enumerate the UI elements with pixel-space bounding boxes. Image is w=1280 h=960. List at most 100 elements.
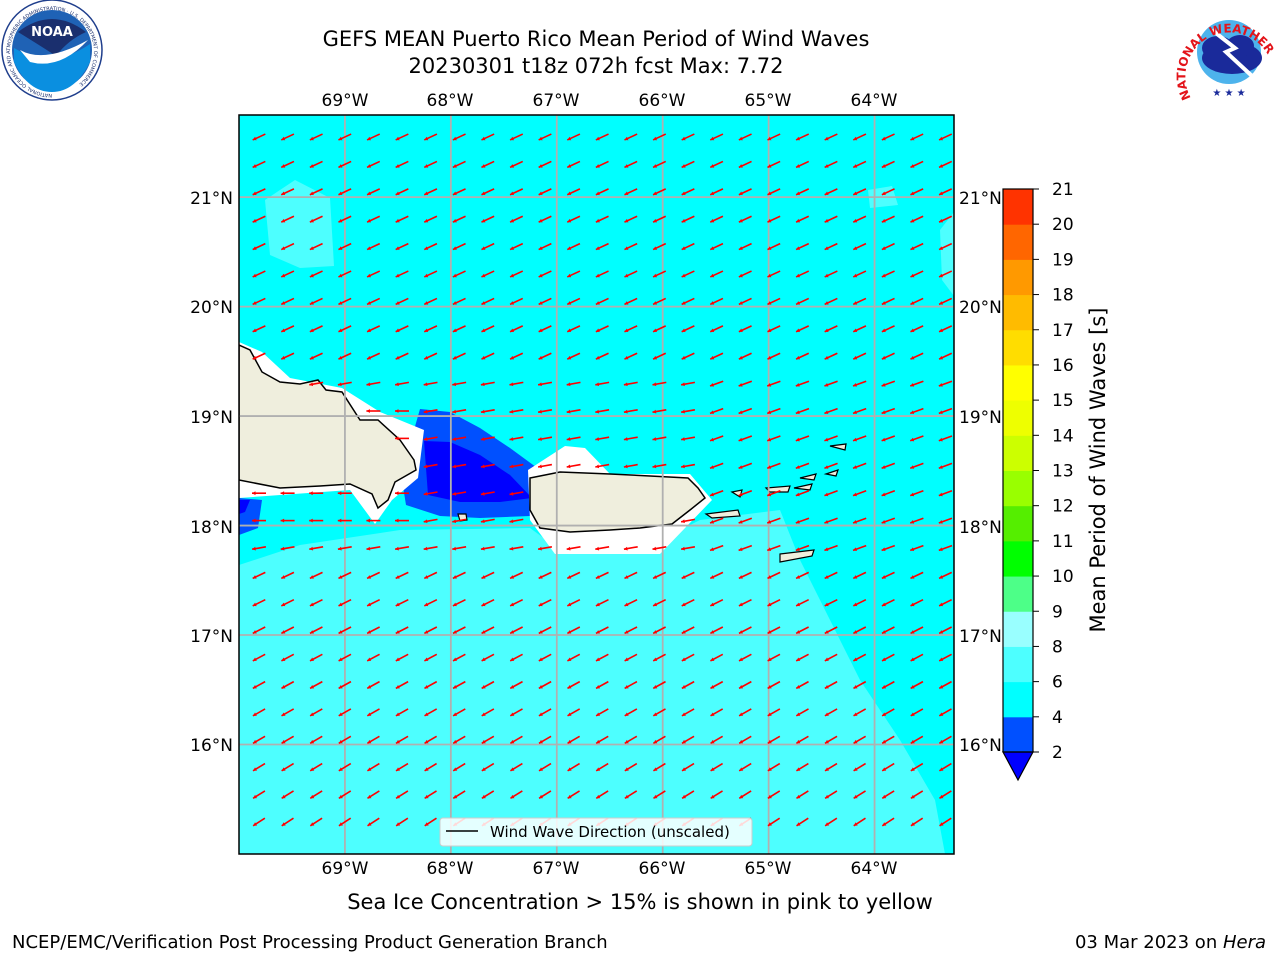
- wind-wave-arrow: [852, 133, 867, 141]
- wind-wave-arrow: [481, 598, 495, 607]
- wind-wave-arrow: [567, 708, 581, 717]
- wind-wave-arrow: [680, 408, 696, 414]
- wind-wave-arrow: [452, 215, 466, 223]
- land-hispaniola: [239, 344, 417, 510]
- wind-wave-arrow: [624, 325, 638, 333]
- wind-wave-arrow: [338, 598, 352, 607]
- wind-wave-arrow: [624, 762, 638, 772]
- wind-wave-arrow: [709, 407, 724, 415]
- wind-wave-arrow: [566, 381, 581, 387]
- wind-wave-arrow: [909, 407, 924, 415]
- wind-wave-arrow: [824, 462, 838, 469]
- wind-wave-arrow: [395, 598, 409, 607]
- colorbar-under-triangle: [1001, 751, 1035, 782]
- wind-wave-arrow: [738, 188, 752, 196]
- wind-wave-arrow: [424, 680, 438, 690]
- colorbar-tick-label: 4: [1052, 708, 1063, 728]
- wind-wave-arrow: [452, 790, 466, 799]
- wind-wave-arrow: [480, 545, 495, 551]
- contour-below-2-west: [239, 500, 250, 514]
- wind-wave-arrow: [709, 242, 724, 251]
- wind-wave-arrow: [938, 188, 953, 196]
- wind-wave-arrow: [767, 325, 781, 333]
- wind-wave-arrow: [538, 790, 552, 799]
- wind-wave-arrow: [481, 160, 495, 169]
- wind-wave-arrow: [280, 133, 295, 141]
- wind-wave-arrow: [910, 325, 924, 333]
- wind-wave-arrow: [538, 653, 552, 662]
- wind-wave-arrow: [767, 680, 781, 690]
- wind-wave-arrow: [338, 790, 352, 799]
- wind-wave-arrow: [710, 680, 724, 690]
- colorbar-tick-label: 8: [1052, 637, 1063, 657]
- wind-wave-arrow: [910, 215, 924, 223]
- wind-wave-arrow: [766, 380, 781, 387]
- wind-wave-arrow: [509, 381, 524, 387]
- wind-wave-arrow: [595, 160, 609, 169]
- wind-wave-arrow: [509, 188, 524, 196]
- wind-wave-arrow: [481, 270, 495, 278]
- wind-wave-arrow: [909, 517, 924, 524]
- wind-wave-arrow: [281, 790, 294, 799]
- wind-wave-arrow: [709, 297, 724, 306]
- wind-wave-arrow: [538, 708, 552, 717]
- wind-wave-arrow: [423, 160, 438, 169]
- wind-wave-arrow: [681, 735, 695, 745]
- wind-wave-arrow: [938, 270, 953, 278]
- wind-wave-arrow: [681, 242, 695, 251]
- wind-wave-arrow: [309, 352, 323, 360]
- wind-wave-arrow: [595, 188, 609, 196]
- wind-wave-arrow: [424, 653, 438, 662]
- wind-wave-arrow: [795, 598, 810, 607]
- wind-wave-arrow: [338, 352, 352, 360]
- wind-wave-arrow: [910, 571, 924, 580]
- wind-wave-arrow: [853, 708, 867, 717]
- wind-wave-arrow: [252, 626, 266, 635]
- wind-wave-arrow: [280, 297, 295, 306]
- wind-wave-arrow: [795, 435, 810, 442]
- wind-wave-arrow: [767, 270, 781, 278]
- wind-wave-arrow: [252, 160, 266, 169]
- wind-wave-arrow: [852, 188, 867, 196]
- wind-wave-arrow: [652, 381, 667, 387]
- colorbar-title: Mean Period of Wind Waves [s]: [1086, 308, 1110, 633]
- wind-wave-arrow: [481, 653, 495, 662]
- wind-wave-arrow: [338, 571, 352, 580]
- wind-wave-arrow: [538, 680, 552, 690]
- wind-wave-arrow: [738, 626, 752, 635]
- wind-wave-arrow: [738, 352, 752, 360]
- wind-wave-arrow: [824, 626, 838, 635]
- wind-wave-arrow: [624, 242, 638, 251]
- wind-wave-arrow: [938, 297, 953, 306]
- wind-wave-arrow: [938, 407, 953, 415]
- wind-wave-arrow: [853, 817, 866, 827]
- wind-wave-arrow: [738, 297, 752, 306]
- wind-wave-arrow: [394, 381, 410, 387]
- wind-wave-arrow: [595, 545, 610, 551]
- colorbar-segment: [1003, 364, 1033, 401]
- wind-wave-arrow: [338, 817, 352, 827]
- wind-wave-arrow: [624, 352, 638, 360]
- wind-wave-arrow: [795, 517, 810, 524]
- wind-wave-arrow: [767, 817, 781, 827]
- wind-wave-arrow: [795, 352, 810, 360]
- wind-wave-arrow: [738, 435, 753, 442]
- wind-wave-arrow: [681, 626, 695, 635]
- wind-wave-arrow: [252, 297, 266, 306]
- wind-wave-arrow: [252, 762, 266, 772]
- wind-wave-arrow: [566, 463, 581, 469]
- wind-wave-arrow: [738, 242, 752, 251]
- wind-wave-arrow: [738, 490, 753, 497]
- chart-subtitle-line: 20230301 t18z 072h fcst Max: 7.72: [408, 54, 784, 78]
- wind-wave-arrow: [881, 708, 895, 717]
- wind-wave-arrow: [910, 598, 924, 607]
- wind-wave-arrow: [338, 270, 352, 278]
- wind-wave-arrow: [452, 408, 467, 414]
- wind-wave-arrow: [910, 270, 924, 278]
- wind-wave-arrow: [538, 571, 552, 580]
- wind-wave-arrow: [881, 762, 895, 772]
- colorbar-tick-label: 16: [1052, 356, 1074, 376]
- colorbar-tick-label: 13: [1052, 462, 1074, 482]
- wind-wave-arrow: [510, 790, 523, 799]
- wind-wave-arrow: [595, 408, 610, 414]
